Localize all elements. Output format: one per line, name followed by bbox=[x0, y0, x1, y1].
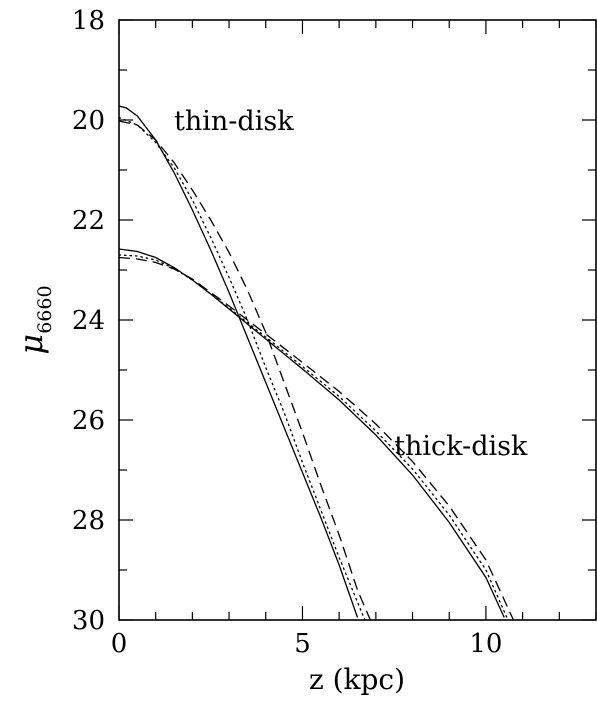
tick-labels: 0 5 10 18 20 22 24 26 28 30 bbox=[72, 6, 503, 659]
annotation-thin-disk: thin-disk bbox=[174, 106, 294, 137]
thin-disk-dotted-curve bbox=[118, 116, 366, 621]
y-axis-label-symbol: μ bbox=[12, 334, 50, 355]
axis-ticks bbox=[118, 19, 597, 621]
y-tick-label: 26 bbox=[72, 406, 105, 436]
x-axis-label: z (kpc) bbox=[309, 663, 405, 696]
thick-disk-dotted-curve bbox=[118, 254, 509, 621]
y-axis-label-subscript: 6660 bbox=[34, 285, 56, 333]
annotation-thick-disk: thick-disk bbox=[394, 431, 528, 462]
thin-disk-solid-curve bbox=[118, 105, 359, 618]
thick-disk-dashed-curve bbox=[118, 256, 515, 621]
y-tick-label: 22 bbox=[72, 206, 105, 236]
curves bbox=[118, 105, 515, 621]
x-tick-label: 0 bbox=[111, 629, 128, 659]
x-tick-label: 10 bbox=[469, 629, 502, 659]
y-tick-label: 30 bbox=[72, 606, 105, 636]
thin-disk-dashed-curve bbox=[118, 120, 371, 621]
y-tick-label: 20 bbox=[72, 106, 105, 136]
y-axis-label: μ6660 bbox=[12, 285, 56, 354]
svg-text:μ6660: μ6660 bbox=[12, 285, 56, 354]
y-tick-label: 24 bbox=[72, 306, 105, 336]
y-tick-label: 28 bbox=[72, 506, 105, 536]
y-tick-label: 18 bbox=[72, 6, 105, 36]
x-tick-label: 5 bbox=[294, 629, 311, 659]
thick-disk-solid-curve bbox=[118, 248, 505, 618]
